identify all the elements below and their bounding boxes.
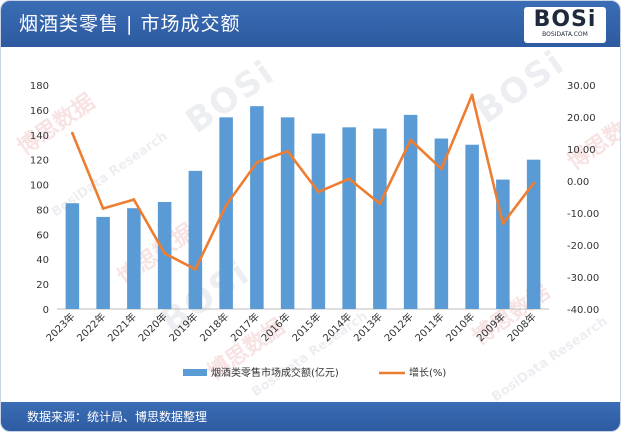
brand-logo: BOSi BOSIDATA.COM bbox=[524, 7, 606, 43]
right-tick-label: -30.00 bbox=[567, 273, 599, 284]
legend-bar-label: 烟酒类零售市场成交额(亿元) bbox=[211, 366, 339, 379]
bar-2021年 bbox=[127, 208, 141, 309]
growth-point-2018年 bbox=[224, 203, 228, 207]
growth-line bbox=[71, 93, 535, 271]
bar-2018年 bbox=[219, 117, 233, 309]
x-tick-label: 2019年 bbox=[166, 310, 200, 344]
data-source: 数据来源：统计局、博思数据整理 bbox=[27, 410, 208, 424]
legend-line-label: 增长(%) bbox=[409, 366, 446, 379]
bar-2020年 bbox=[157, 201, 172, 309]
bar-2014年 bbox=[342, 127, 356, 309]
logo-subtext: BOSIDATA.COM bbox=[542, 31, 588, 38]
x-tick-label: 2014年 bbox=[320, 310, 354, 344]
right-axis: -40.00 -30.00 -20.00 -10.00 0.00 10.00 20.00 30… bbox=[567, 81, 599, 316]
x-axis: 2023年2022年2021年2020年2019年2018年2017年2016年… bbox=[43, 310, 539, 344]
growth-point-2010年 bbox=[470, 93, 474, 97]
growth-point-2011年 bbox=[439, 167, 443, 171]
left-tick-label: 40 bbox=[36, 255, 49, 266]
page-title: 烟酒类零售 | 市场成交额 bbox=[19, 13, 241, 35]
left-tick-label: 0 bbox=[43, 305, 49, 316]
logo-text: BOSi bbox=[533, 7, 597, 32]
bar-2015年 bbox=[311, 133, 326, 309]
header-bar: 烟酒类零售 | 市场成交额 BOSi BOSIDATA.COM bbox=[1, 1, 620, 47]
x-tick-label: 2022年 bbox=[74, 310, 108, 344]
x-tick-label: 2017年 bbox=[228, 310, 262, 344]
x-tick-label: 2011年 bbox=[412, 310, 446, 344]
growth-point-2020年 bbox=[163, 251, 167, 255]
left-tick-label: 80 bbox=[36, 205, 49, 216]
growth-point-2023年 bbox=[70, 131, 74, 135]
left-tick-label: 20 bbox=[36, 280, 49, 291]
x-tick-label: 2009年 bbox=[474, 310, 508, 344]
right-tick-label: -20.00 bbox=[567, 241, 599, 252]
left-tick-label: 120 bbox=[30, 156, 49, 167]
growth-point-2013年 bbox=[378, 202, 382, 206]
growth-point-2021年 bbox=[132, 198, 136, 201]
growth-point-2022年 bbox=[101, 207, 105, 210]
bar-2022年 bbox=[96, 216, 110, 309]
growth-point-2008年 bbox=[532, 181, 536, 185]
left-tick-label: 180 bbox=[30, 81, 49, 92]
bar-2016年 bbox=[280, 117, 295, 309]
left-tick-label: 160 bbox=[30, 106, 49, 117]
x-tick-label: 2018年 bbox=[197, 310, 231, 344]
growth-point-2014年 bbox=[347, 177, 351, 181]
left-axis: 0 20 40 60 80 100 120 140 160 180 bbox=[30, 81, 49, 316]
growth-point-2012年 bbox=[409, 138, 413, 142]
right-tick-label: 30.00 bbox=[567, 81, 596, 92]
x-tick-label: 2020年 bbox=[135, 310, 169, 344]
growth-point-2009年 bbox=[501, 222, 505, 225]
x-tick-label: 2013年 bbox=[351, 310, 385, 344]
x-tick-label: 2016年 bbox=[258, 310, 292, 344]
growth-point-2019年 bbox=[193, 267, 197, 271]
bar-2023年 bbox=[65, 203, 80, 309]
growth-point-2017年 bbox=[255, 161, 259, 164]
bar-2008年 bbox=[526, 159, 541, 309]
bar-2013年 bbox=[373, 128, 387, 309]
x-tick-label: 2021年 bbox=[105, 310, 139, 344]
x-tick-label: 2010年 bbox=[443, 310, 477, 344]
x-tick-label: 2012年 bbox=[381, 310, 415, 344]
bar-2010年 bbox=[465, 144, 479, 309]
legend-bar-swatch bbox=[183, 369, 207, 376]
bar-2012年 bbox=[403, 114, 418, 309]
bar-series bbox=[65, 106, 541, 310]
bar-2011年 bbox=[434, 138, 449, 309]
x-tick-label: 2008年 bbox=[504, 310, 538, 344]
bar-2017年 bbox=[250, 106, 264, 310]
growth-point-2015年 bbox=[316, 190, 320, 194]
legend: 烟酒类零售市场成交额(亿元) 增长(%) bbox=[183, 366, 446, 379]
right-tick-label: -10.00 bbox=[567, 209, 599, 220]
left-tick-label: 140 bbox=[30, 131, 49, 142]
left-tick-label: 60 bbox=[36, 230, 49, 241]
right-tick-label: 10.00 bbox=[567, 145, 596, 156]
left-tick-label: 100 bbox=[30, 181, 49, 192]
combo-chart: 0 20 40 60 80 100 120 140 160 180 -40.00 -30.00 -20… bbox=[30, 81, 599, 379]
bar-2019年 bbox=[188, 170, 203, 309]
growth-point-2016年 bbox=[286, 149, 290, 153]
right-tick-label: 0.00 bbox=[567, 177, 589, 188]
right-tick-label: -40.00 bbox=[567, 305, 599, 316]
growth-line-series bbox=[70, 93, 536, 271]
footer-bar: 数据来源：统计局、博思数据整理 bbox=[1, 402, 620, 431]
x-tick-label: 2015年 bbox=[289, 310, 323, 344]
right-tick-label: 20.00 bbox=[567, 113, 596, 124]
